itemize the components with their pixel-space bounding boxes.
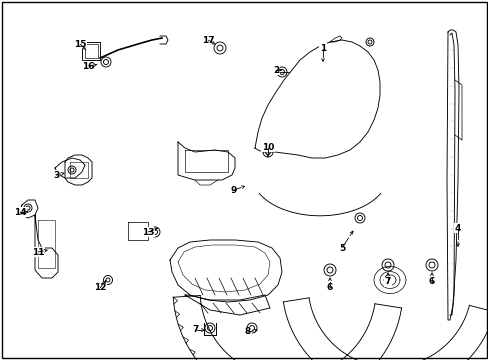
- Text: 15: 15: [74, 40, 86, 49]
- Text: 5: 5: [338, 243, 345, 252]
- Text: 7: 7: [384, 278, 390, 287]
- Text: 10: 10: [261, 143, 274, 152]
- Text: 6: 6: [428, 278, 434, 287]
- Text: 7: 7: [192, 325, 199, 334]
- Text: 11: 11: [32, 248, 44, 257]
- Text: 13: 13: [142, 228, 154, 237]
- Text: 14: 14: [14, 207, 26, 216]
- Text: 6: 6: [326, 283, 332, 292]
- Text: 8: 8: [244, 328, 251, 337]
- Text: 17: 17: [201, 36, 214, 45]
- Text: 2: 2: [272, 66, 279, 75]
- Text: 16: 16: [81, 62, 94, 71]
- Text: 12: 12: [94, 284, 106, 292]
- Text: 1: 1: [319, 44, 325, 53]
- Text: 4: 4: [454, 224, 460, 233]
- Text: 9: 9: [230, 185, 237, 194]
- Text: 3: 3: [53, 171, 59, 180]
